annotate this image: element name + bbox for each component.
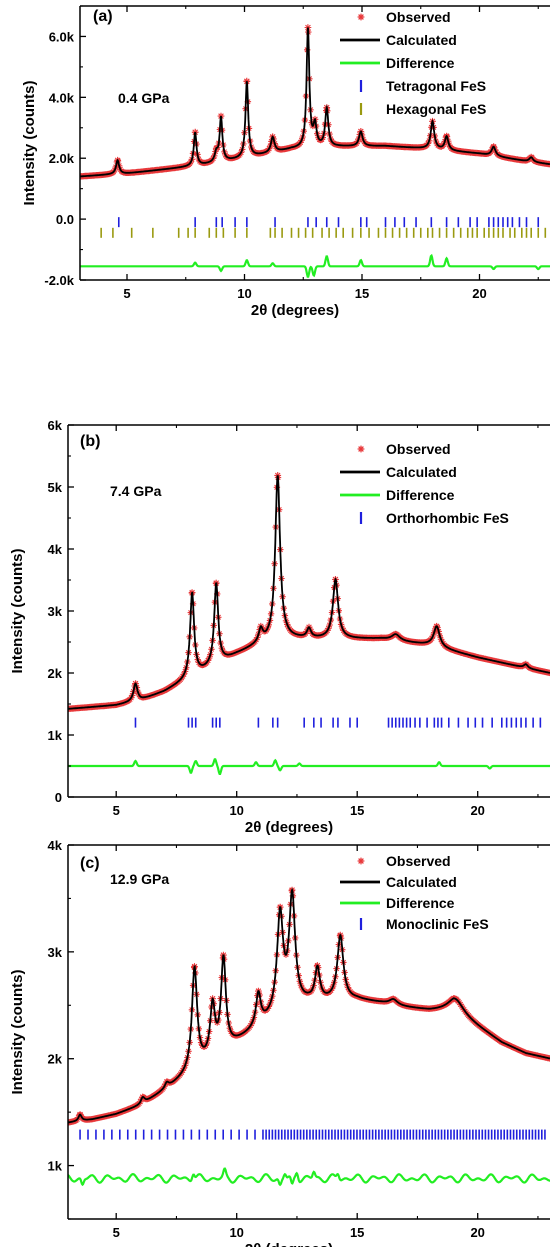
legend-label: Calculated [386, 874, 457, 890]
y-axis-title: Intensity (counts) [9, 548, 26, 673]
reflection-row-0 [134, 717, 542, 728]
panel-2: 5 10 15 20 1k 2k 3k 4k 2θ (degrees) Intensity (co… [9, 838, 550, 1252]
legend-item: Orthorhombic FeS [359, 510, 509, 526]
legend-label: Monoclinic FeS [386, 916, 489, 932]
y-tick-label: 0.0 [56, 212, 74, 227]
x-tick-label: 15 [350, 1225, 364, 1240]
legend-item: Calculated [340, 874, 457, 890]
y-tick-label: 3k [48, 945, 63, 960]
y-tick-label: 6.0k [49, 29, 75, 44]
legend-item: Calculated [340, 32, 457, 48]
y-axis-title: Intensity (counts) [9, 969, 26, 1094]
legend-swatch-star [357, 13, 365, 21]
legend-label: Tetragonal FeS [386, 78, 486, 94]
x-tick-label: 20 [472, 286, 486, 301]
legend-item: Calculated [340, 464, 457, 480]
x-tick-label: 20 [470, 803, 484, 818]
pressure-annotation: 0.4 GPa [118, 90, 170, 106]
plot-area [68, 886, 550, 1187]
legend: Observed Calculated Difference Monoclinic F… [340, 853, 489, 932]
legend-item: Monoclinic FeS [359, 916, 489, 932]
y-tick-label: 4k [48, 838, 63, 853]
y-tick-label: 5k [48, 480, 63, 495]
x-tick-label: 10 [237, 286, 251, 301]
legend-label: Difference [386, 895, 455, 911]
legend-item: Observed [357, 441, 451, 457]
legend-item: Difference [340, 487, 455, 503]
difference-curve [68, 1167, 550, 1187]
legend-label: Difference [386, 487, 455, 503]
legend-label: Difference [386, 55, 455, 71]
legend: Observed Calculated Difference Orthorhombic… [340, 441, 509, 526]
y-tick-label: 1k [48, 728, 63, 743]
y-tick-label: 3k [48, 604, 63, 619]
legend-label: Calculated [386, 32, 457, 48]
difference-curve [80, 253, 550, 278]
legend-item: Difference [340, 895, 455, 911]
difference-curve [68, 758, 550, 775]
x-tick-label: 20 [470, 1225, 484, 1240]
x-tick-label: 15 [355, 286, 369, 301]
legend-label: Observed [386, 441, 451, 457]
x-tick-label: 10 [229, 1225, 243, 1240]
y-tick-label: 4k [48, 542, 63, 557]
x-axis-title: 2θ (degrees) [245, 1241, 333, 1247]
legend-label: Observed [386, 853, 451, 869]
panel-label: (a) [93, 8, 113, 25]
panel-1: 5 10 15 20 0 1k 2k 3k 4k 5k 6k 2θ (degrees) Intensit… [9, 418, 550, 836]
x-tick-label: 5 [113, 803, 120, 818]
panel-label: (c) [80, 855, 100, 872]
y-tick-label: 6k [48, 418, 63, 433]
legend-label: Calculated [386, 464, 457, 480]
x-tick-label: 5 [113, 1225, 120, 1240]
legend-swatch-star [357, 857, 365, 865]
legend-item: Difference [340, 55, 455, 71]
legend: Observed Calculated Difference Tetragonal F… [340, 9, 486, 117]
x-tick-label: 5 [123, 286, 130, 301]
reflection-row-0 [79, 1129, 546, 1140]
y-tick-label: 4.0k [49, 90, 75, 105]
legend-label: Orthorhombic FeS [386, 510, 509, 526]
legend-item: Hexagonal FeS [359, 101, 486, 117]
panel-0: 5 10 15 20 -2.0k 0.0 2.0k 4.0k 6.0k 2θ (degrees) I… [21, 5, 550, 319]
y-tick-label: -2.0k [44, 273, 74, 288]
y-axis-title: Intensity (counts) [21, 80, 38, 205]
plot-area [80, 24, 550, 278]
plot-area [68, 472, 550, 775]
pressure-annotation: 12.9 GPa [110, 871, 169, 887]
legend-item: Observed [357, 853, 451, 869]
calculated-curve [68, 887, 550, 1124]
pressure-annotation: 7.4 GPa [110, 483, 162, 499]
x-tick-label: 15 [350, 803, 364, 818]
legend-label: Observed [386, 9, 451, 25]
y-tick-label: 2k [48, 1052, 63, 1067]
x-axis-title: 2θ (degrees) [251, 302, 339, 319]
legend-item: Tetragonal FeS [359, 78, 486, 94]
calculated-curve [80, 27, 550, 178]
panel-label: (b) [80, 433, 100, 450]
x-axis-title: 2θ (degrees) [245, 819, 333, 836]
reflection-row-1 [100, 227, 547, 238]
y-tick-label: 2k [48, 666, 63, 681]
reflection-row-0 [117, 217, 540, 228]
calculated-curve [68, 475, 550, 710]
legend-swatch-star [357, 445, 365, 453]
y-tick-label: 1k [48, 1159, 63, 1174]
y-tick-label: 2.0k [49, 151, 75, 166]
legend-item: Observed [357, 9, 451, 25]
y-tick-label: 0 [55, 790, 62, 805]
observed-points [68, 472, 550, 712]
legend-label: Hexagonal FeS [386, 101, 486, 117]
x-tick-label: 10 [229, 803, 243, 818]
